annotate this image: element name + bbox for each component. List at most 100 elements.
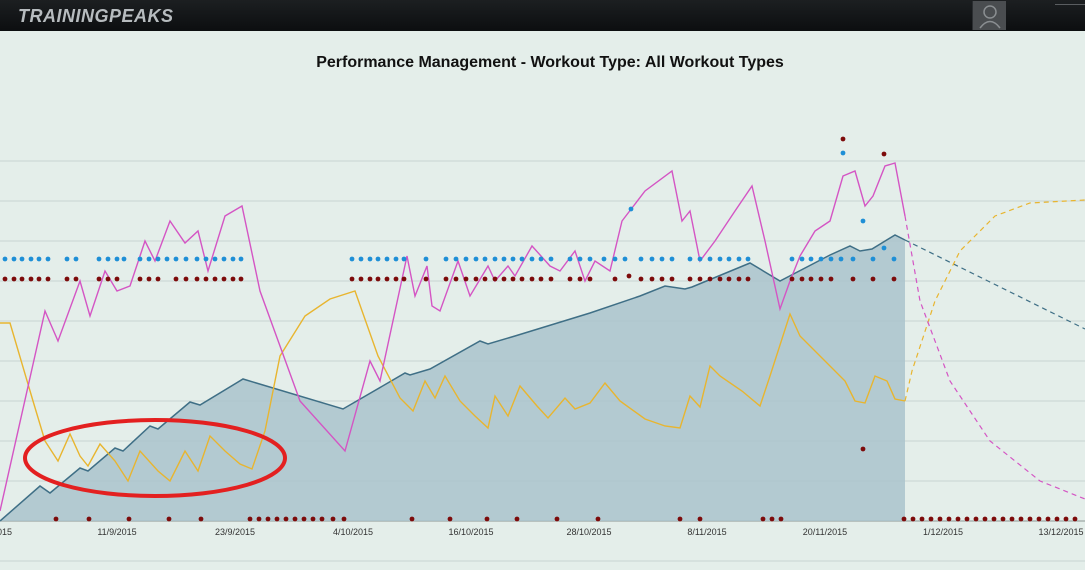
tss-dot (482, 276, 488, 282)
chart-dots (2, 136, 1078, 522)
intensity-dot (45, 256, 51, 262)
tss-dot (310, 516, 316, 522)
tss-dot (198, 516, 204, 522)
tss-dot (982, 516, 988, 522)
tss-dot (778, 516, 784, 522)
tss-dot (53, 516, 59, 522)
tss-dot (964, 516, 970, 522)
tss-dot (137, 276, 143, 282)
tss-dot (860, 446, 866, 452)
tss-dot (1054, 516, 1060, 522)
tss-dot (238, 276, 244, 282)
intensity-dot (221, 256, 227, 262)
fitness-area (0, 235, 905, 521)
tss-dot (567, 276, 573, 282)
x-tick-label: 11/9/2015 (97, 527, 136, 537)
tss-dot (1063, 516, 1069, 522)
intensity-dot (649, 256, 655, 262)
intensity-dot (669, 256, 675, 262)
tss-dot (64, 276, 70, 282)
tss-dot (473, 276, 479, 282)
tss-dot (384, 276, 390, 282)
tss-dot (881, 151, 887, 157)
tss-dot (937, 516, 943, 522)
tss-dot (955, 516, 961, 522)
intensity-dot (393, 256, 399, 262)
tss-dot (1009, 516, 1015, 522)
fatigue-line (0, 162, 906, 512)
chart-area: 28/8/2015 11/9/2015 23/9/2015 4/10/2015 16/1… (0, 31, 1085, 570)
intensity-dot (501, 256, 507, 262)
tss-dot (612, 276, 618, 282)
tss-dot (736, 276, 742, 282)
intensity-dot (96, 256, 102, 262)
tss-dot (463, 276, 469, 282)
intensity-dot (567, 256, 573, 262)
intensity-dot (173, 256, 179, 262)
intensity-dot (164, 256, 170, 262)
app-logo[interactable]: TRAININGPEAKS (18, 6, 174, 26)
top-bar: TRAININGPEAKS (0, 0, 1085, 31)
intensity-dot (726, 256, 732, 262)
tss-dot (484, 516, 490, 522)
tss-dot (126, 516, 132, 522)
intensity-dot (659, 256, 665, 262)
tss-dot (808, 276, 814, 282)
tss-dot (443, 276, 449, 282)
intensity-dot (230, 256, 236, 262)
form-forecast-line (904, 199, 1085, 402)
tss-dot (928, 516, 934, 522)
user-avatar-icon[interactable] (972, 1, 1006, 30)
fatigue-forecast-line (904, 215, 1085, 500)
tss-dot (1072, 516, 1078, 522)
tss-dot (769, 516, 775, 522)
performance-chart: 28/8/2015 11/9/2015 23/9/2015 4/10/2015 16/1… (0, 136, 1085, 562)
intensity-dot (11, 256, 17, 262)
tss-dot (155, 276, 161, 282)
tss-dot (1045, 516, 1051, 522)
tss-dot (946, 516, 952, 522)
intensity-dot (818, 256, 824, 262)
tss-dot (265, 516, 271, 522)
tss-dot (697, 276, 703, 282)
tss-dot (319, 516, 325, 522)
x-tick-label: 1/12/2015 (923, 527, 963, 537)
tss-dot (409, 516, 415, 522)
intensity-dot (375, 256, 381, 262)
tss-dot (73, 276, 79, 282)
annotation-ellipse (23, 418, 287, 498)
tss-dot (510, 276, 516, 282)
intensity-dot (114, 256, 120, 262)
tss-dot (901, 516, 907, 522)
intensity-dot (2, 256, 8, 262)
tss-dot (514, 516, 520, 522)
intensity-dot (577, 256, 583, 262)
intensity-dot (358, 256, 364, 262)
tss-dot (1027, 516, 1033, 522)
intensity-dot (28, 256, 34, 262)
intensity-dot (155, 256, 161, 262)
tss-dot (840, 136, 846, 142)
intensity-dot (453, 256, 459, 262)
tss-dot (870, 276, 876, 282)
tss-dot (256, 516, 262, 522)
tss-dot (554, 516, 560, 522)
intensity-dot (529, 256, 535, 262)
tss-dot (330, 516, 336, 522)
tss-dot (292, 516, 298, 522)
intensity-dot (443, 256, 449, 262)
tss-dot (221, 276, 227, 282)
intensity-dot (808, 256, 814, 262)
tss-dot (283, 516, 289, 522)
tss-dot (274, 516, 280, 522)
tss-dot (850, 276, 856, 282)
tss-dot (538, 276, 544, 282)
intensity-dot (482, 256, 488, 262)
tss-dot (626, 273, 632, 279)
tss-dot (548, 276, 554, 282)
tss-dot (86, 516, 92, 522)
x-tick-label: 16/10/2015 (448, 527, 493, 537)
tss-dot (423, 276, 429, 282)
tss-dot (105, 276, 111, 282)
tss-dot (96, 276, 102, 282)
